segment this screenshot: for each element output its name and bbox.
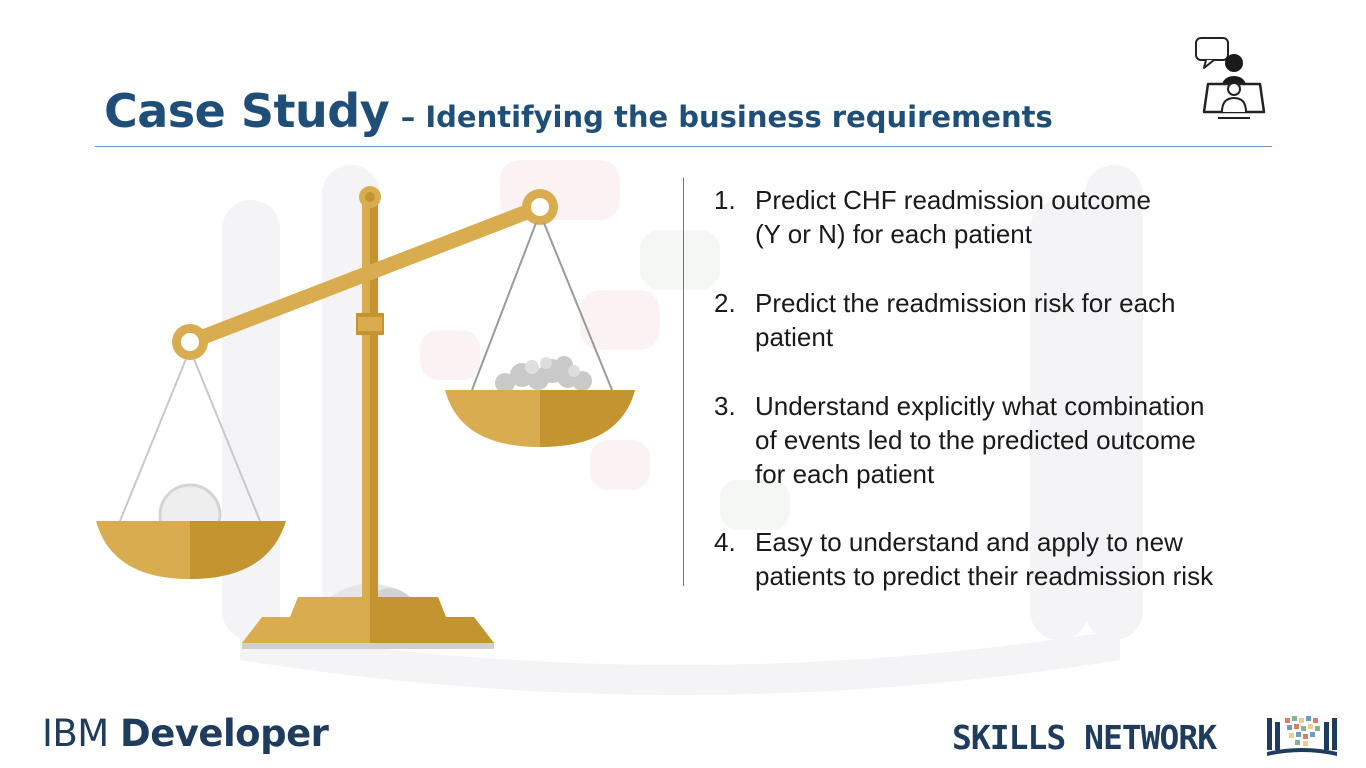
list-number: 2.	[714, 288, 736, 318]
skills-network-label: SKILLS NETWORK	[952, 718, 1217, 757]
list-text: Easy to understand and apply to new pati…	[755, 525, 1260, 593]
list-number: 3.	[714, 391, 736, 421]
list-line: patients to predict their readmission ri…	[755, 561, 1214, 591]
vertical-divider	[683, 178, 684, 586]
list-item: 1. Predict CHF readmission outcome (Y or…	[714, 183, 1314, 251]
list-line: patient	[755, 322, 834, 352]
list-line: for each patient	[755, 459, 935, 489]
list-item: 2. Predict the readmission risk for each…	[714, 286, 1314, 354]
list-item: 3. Understand explicitly what combinatio…	[714, 389, 1314, 491]
list-number: 4.	[714, 527, 736, 557]
list-text: Predict CHF readmission outcome (Y or N)…	[755, 183, 1260, 251]
page-title: Case Study – Identifying the business re…	[104, 84, 1053, 138]
list-text: Predict the readmission risk for each pa…	[755, 286, 1260, 354]
title-main: Case Study	[104, 84, 390, 138]
balance-scale-illustration	[96, 186, 635, 649]
list-line: (Y or N) for each patient	[755, 219, 1032, 249]
list-text: Understand explicitly what combination o…	[755, 389, 1260, 491]
title-subtitle: – Identifying the business requirements	[400, 100, 1053, 134]
brand-ibm: IBM	[42, 712, 109, 755]
skills-network-logo-icon	[1267, 716, 1337, 756]
list-line: Predict CHF readmission outcome	[755, 185, 1151, 215]
list-line: Understand explicitly what combination	[755, 391, 1205, 421]
list-line: Easy to understand and apply to new	[755, 527, 1183, 557]
list-number: 1.	[714, 185, 736, 215]
list-line: of events led to the predicted outcome	[755, 425, 1196, 455]
brand-developer: Developer	[119, 712, 329, 755]
ibm-developer-logo: IBM Developer	[42, 712, 329, 755]
title-underline	[95, 146, 1272, 147]
instructor-speech-icon	[1195, 37, 1266, 119]
list-line: Predict the readmission risk for each	[755, 288, 1176, 318]
list-item: 4. Easy to understand and apply to new p…	[714, 525, 1314, 593]
